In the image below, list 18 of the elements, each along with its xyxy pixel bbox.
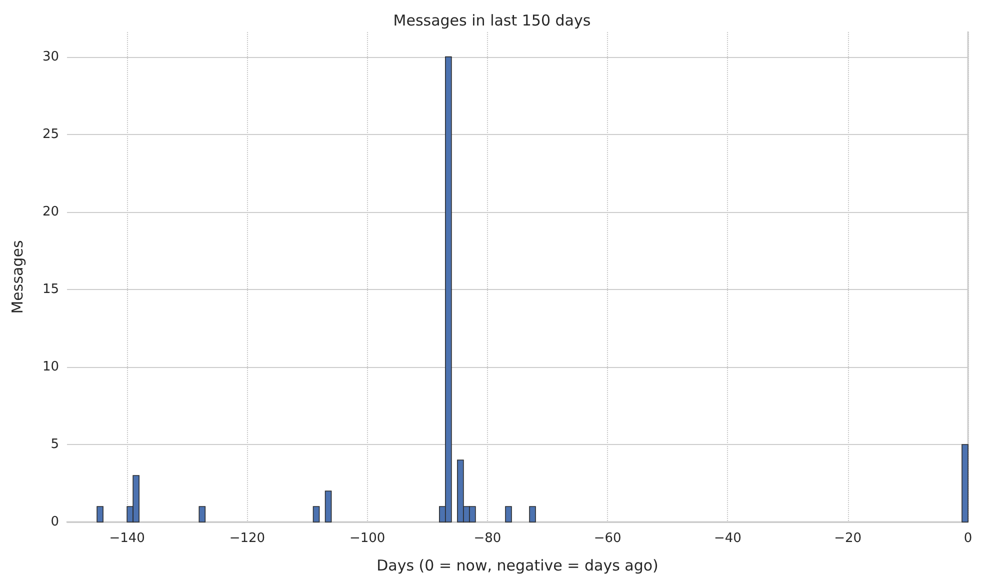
y-tick-label: 10 — [42, 359, 59, 374]
y-tick-label: 25 — [42, 126, 59, 142]
y-tick-label: 5 — [50, 436, 59, 452]
x-tick-label: −20 — [834, 531, 862, 546]
x-tick-label: −140 — [109, 531, 145, 546]
x-axis-title: Days (0 = now, negative = days ago) — [376, 556, 658, 574]
x-tick-label: −60 — [594, 531, 622, 546]
x-tick-label: 0 — [964, 531, 972, 546]
y-tick-label: 15 — [42, 282, 59, 297]
y-tick-label: 0 — [50, 514, 59, 530]
x-tick-label: −80 — [474, 531, 502, 546]
x-tick-label: −100 — [349, 531, 386, 546]
y-axis-title: Messages — [8, 240, 26, 314]
chart-title: Messages in last 150 days — [393, 12, 591, 30]
y-tick-label: 20 — [42, 204, 59, 220]
x-tick-label: −120 — [229, 531, 266, 546]
y-tick-label: 30 — [42, 49, 59, 64]
x-tick-label: −40 — [714, 531, 742, 546]
